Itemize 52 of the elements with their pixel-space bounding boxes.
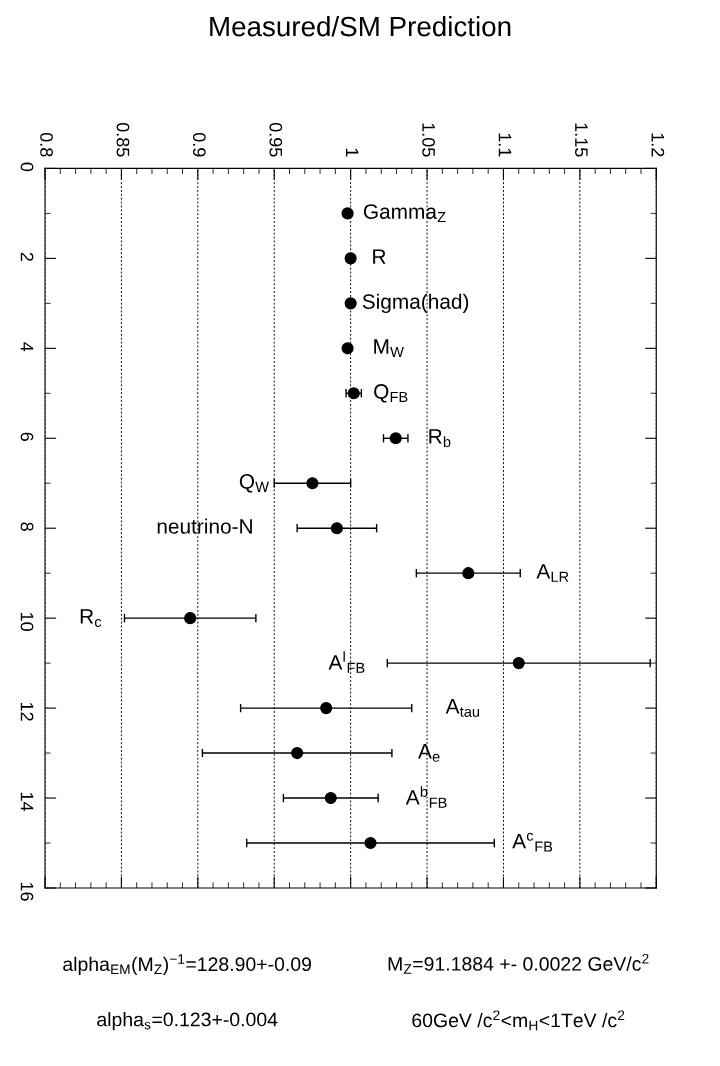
annotation: Q$_{FB}$ xyxy=(374,384,408,403)
x-tick-label: 1.15 xyxy=(575,123,588,157)
annotation: A$_{e}$ xyxy=(418,744,440,762)
annotation: Q$_{W}$ xyxy=(239,474,269,493)
text: M$_{Z}$=91.1884 +- 0.0022 GeV/c$^{2}$ xyxy=(388,953,649,974)
annotation: neutrino-N xyxy=(157,518,252,534)
annotation: R$_{c}$ xyxy=(80,609,102,627)
y-tick-label: 16 xyxy=(20,882,34,901)
annotation: Gamma$_{Z}$ xyxy=(363,204,446,223)
x-tick-label: 1.05 xyxy=(422,123,435,157)
point xyxy=(344,252,357,265)
point xyxy=(341,207,354,220)
point xyxy=(184,612,197,625)
x-tick-label: 1 xyxy=(345,148,359,157)
point xyxy=(320,702,333,715)
annotation: R$_{b}$ xyxy=(429,429,451,448)
annotation: Sigma(had) xyxy=(362,293,469,314)
annotation: A$^{c}$$_{FB}$ xyxy=(512,832,553,852)
x-tick-label: 0.95 xyxy=(269,122,283,157)
annotation: A$_{tau}$ xyxy=(445,699,480,717)
x-tick-label: 0.8 xyxy=(40,132,53,157)
x-tick-label: 0.85 xyxy=(116,122,130,157)
point xyxy=(364,836,377,850)
y-tick-label: 4 xyxy=(20,342,34,352)
annotation: M$_{W}$ xyxy=(374,339,404,357)
x-tick-label: 1.2 xyxy=(651,133,665,157)
point xyxy=(512,657,525,670)
annotation: A$^{l}$$_{FB}$ xyxy=(328,651,365,673)
annotation: A$^{b}$$_{FB}$ xyxy=(405,786,447,808)
x-tick-label: 0.9 xyxy=(192,132,206,157)
point xyxy=(291,746,304,760)
point xyxy=(330,522,343,535)
point xyxy=(344,297,357,310)
text: alpha$_{s}$=0.123+-0.004 xyxy=(97,1012,278,1031)
point xyxy=(389,432,402,445)
x-tick-label: 1.1 xyxy=(498,133,512,157)
y-tick-label: 12 xyxy=(20,702,34,721)
text: 60GeV /c$^{2}$<m$_{H}$<1TeV /c$^{2}$ xyxy=(412,1010,625,1031)
point xyxy=(341,342,354,355)
point xyxy=(462,567,475,580)
point xyxy=(324,791,337,805)
annotation: A$_{LR}$ xyxy=(536,564,569,582)
point xyxy=(306,477,319,490)
y-tick-label: 2 xyxy=(20,252,34,261)
annotation: R xyxy=(373,249,386,264)
y-tick-label: 8 xyxy=(20,522,34,531)
y-tick-label: 0 xyxy=(20,162,34,172)
y-tick-label: 10 xyxy=(20,612,34,631)
chart-title: Measured/SM Prediction xyxy=(210,15,511,37)
text: alpha$_{EM}$(M$_{Z}$)$^{−1}$=128.90+-0.09 xyxy=(63,954,311,975)
y-tick-label: 6 xyxy=(20,432,34,441)
y-tick-label: 14 xyxy=(20,792,34,812)
